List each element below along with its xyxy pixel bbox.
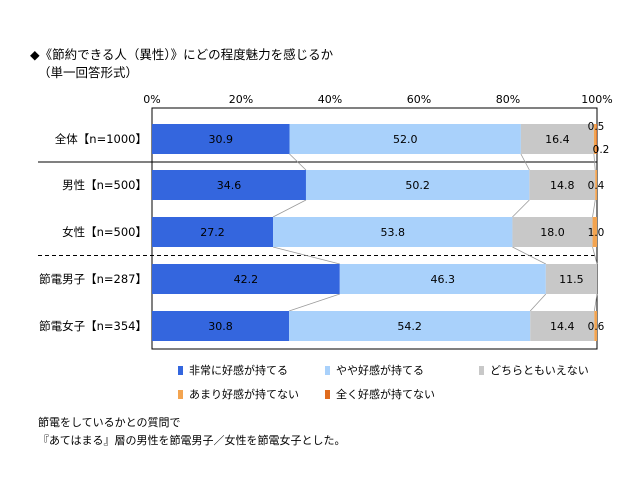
bar-segment — [530, 311, 595, 341]
data-label: 16.4 — [545, 133, 570, 146]
bar-segment — [595, 170, 597, 200]
legend-item: どちらともいえない — [479, 362, 589, 378]
x-tick-label: 80% — [496, 93, 520, 106]
data-label: 27.2 — [200, 226, 225, 239]
footnote-line-1: 節電をしているかとの質問で — [38, 416, 181, 429]
bar-segment — [152, 311, 290, 341]
data-label: 34.6 — [217, 179, 242, 192]
bar-segment — [305, 170, 530, 200]
bar-segment — [529, 170, 596, 200]
data-label: 0.2 — [593, 144, 610, 156]
bar-segment — [520, 124, 594, 154]
x-tick-label: 20% — [229, 93, 253, 106]
connector-line — [512, 246, 547, 265]
bar-segment — [152, 264, 340, 294]
connector-line — [593, 293, 598, 312]
bar-segment — [339, 264, 546, 294]
bar-segment — [152, 124, 290, 154]
data-label: 52.0 — [393, 133, 418, 146]
legend-item: あまり好感が持てない — [178, 386, 299, 402]
connector-line — [529, 293, 547, 312]
connector-line — [272, 246, 340, 265]
bar-segment — [593, 124, 597, 154]
legend-swatch — [178, 389, 183, 399]
legend-label: どちらともいえない — [490, 364, 589, 377]
bar-segment — [152, 170, 306, 200]
category-label: 全体【n=1000】 — [55, 132, 147, 146]
connector-line — [289, 153, 307, 171]
legend-item: やや好感が持てる — [325, 362, 424, 378]
data-label: 46.3 — [431, 273, 456, 286]
footnote-line-2: 『あてはまる』層の男性を節電男子／女性を節電女子とした。 — [38, 434, 346, 447]
x-tick-label: 40% — [318, 93, 342, 106]
data-label: 1.0 — [588, 227, 605, 239]
legend-label: あまり好感が持てない — [189, 388, 299, 401]
x-tick-label: 60% — [407, 93, 431, 106]
data-label: 42.2 — [234, 273, 259, 286]
category-label: 節電女子【n=354】 — [39, 319, 147, 333]
data-label: 0.5 — [588, 121, 605, 133]
bar-segment — [592, 217, 597, 247]
legend-label: 全く好感が持てない — [336, 388, 435, 401]
chart-title: ◆《節約できる人（異性）》にどの程度魅力を感じるか — [30, 47, 334, 62]
bar-segment — [289, 124, 521, 154]
category-label: 女性【n=500】 — [62, 225, 147, 239]
bar-segment — [594, 311, 597, 341]
data-label: 14.8 — [550, 179, 575, 192]
legend-swatch — [479, 365, 484, 375]
legend-swatch — [325, 389, 330, 399]
connector-line — [272, 199, 307, 218]
connector-line — [288, 293, 340, 312]
x-tick-label: 100% — [581, 93, 612, 106]
bar-segment — [545, 264, 597, 294]
bar-segment — [152, 217, 274, 247]
bar-segment — [289, 311, 531, 341]
data-label: 18.0 — [540, 226, 565, 239]
category-label: 節電男子【n=287】 — [39, 272, 147, 286]
legend-swatch — [178, 365, 183, 375]
connector-line — [520, 153, 530, 171]
x-tick-label: 0% — [143, 93, 160, 106]
data-label: 54.2 — [397, 320, 422, 333]
data-label: 50.2 — [405, 179, 430, 192]
data-label: 14.4 — [550, 320, 575, 333]
connector-line — [593, 153, 596, 171]
legend-swatch — [325, 365, 330, 375]
data-label: 0.6 — [588, 321, 605, 333]
chart-subtitle: （単一回答形式） — [38, 65, 139, 80]
bar-segment — [512, 217, 593, 247]
bar-segment — [596, 124, 597, 154]
connector-line — [512, 199, 530, 218]
category-label: 男性【n=500】 — [62, 178, 147, 192]
connector-line — [592, 199, 596, 218]
legend-label: やや好感が持てる — [336, 364, 424, 377]
data-label: 11.5 — [559, 273, 584, 286]
legend-item: 非常に好感が持てる — [178, 362, 288, 378]
data-label: 30.8 — [208, 320, 233, 333]
legend-item: 全く好感が持てない — [325, 386, 435, 402]
data-label: 0.4 — [588, 180, 605, 192]
bar-segment — [273, 217, 513, 247]
data-label: 53.8 — [380, 226, 405, 239]
data-label: 30.9 — [209, 133, 234, 146]
legend-label: 非常に好感が持てる — [189, 364, 288, 377]
connector-line — [592, 246, 598, 265]
